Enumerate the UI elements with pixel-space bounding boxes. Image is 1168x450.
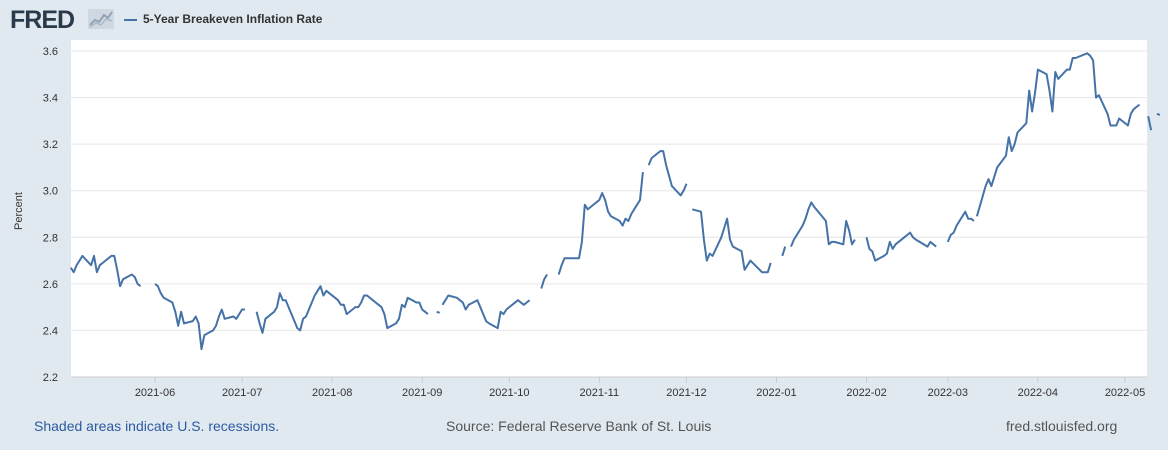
header: FRED 5-Year Breakeven Inflation Rate [0,0,1168,40]
source-text: Source: Federal Reserve Bank of St. Loui… [446,418,712,434]
legend-swatch [124,19,137,21]
legend-label[interactable]: 5-Year Breakeven Inflation Rate [143,12,323,26]
x-tick-label: 2022-03 [928,387,968,399]
series-line-segment[interactable] [557,171,644,275]
x-tick-label: 2021-07 [222,387,262,399]
x-tick-label: 2022-01 [756,387,796,399]
series-line-segment[interactable] [154,283,245,351]
y-tick-label: 2.8 [43,232,58,244]
y-tick-label: 2.6 [43,279,58,291]
x-tick-label: 2021-11 [580,387,620,399]
x-tick-label: 2021-10 [489,387,529,399]
y-tick-label: 2.4 [43,325,58,337]
series-line-segment[interactable] [441,294,531,330]
plot-area [71,40,1147,377]
series-line-segment[interactable] [790,201,856,247]
series-line-segment[interactable] [436,310,441,314]
series-line-segment[interactable] [647,150,688,197]
x-tick-label: 2021-06 [135,387,175,399]
site-link[interactable]: fred.stlouisfed.org [1006,418,1118,434]
series-line-segment[interactable] [975,52,1141,217]
recession-note-link[interactable]: Shaded areas indicate U.S. recessions. [34,418,280,434]
fred-logo[interactable]: FRED [10,6,75,34]
line-chart-icon [88,9,114,29]
series-line-segment[interactable] [1156,112,1161,116]
series-line-segment[interactable] [865,231,937,262]
x-tick-label: 2021-08 [312,387,352,399]
x-tick-label: 2021-09 [402,387,442,399]
y-tick-label: 3.4 [43,93,58,105]
grid-lines [71,50,1147,378]
series-line-segment[interactable] [692,208,772,274]
x-axis-ticks: 2021-06 2021-07 2021-08 2021-09 2021-10 2021-… [135,377,1145,399]
series-line-segment[interactable] [1147,115,1153,131]
x-tick-label: 2022-02 [846,387,886,399]
series-line-segment[interactable] [540,273,548,289]
y-tick-label: 2.2 [43,372,58,384]
y-tick-label: 3.2 [43,139,58,151]
x-tick-label: 2022-05 [1105,387,1145,399]
series-line-segment[interactable] [946,210,975,243]
series-line-segment[interactable] [781,246,787,257]
x-tick-label: 2021-12 [666,387,706,399]
series-lines [69,52,1161,351]
y-tick-label: 3.0 [43,186,58,198]
x-tick-label: 2022-04 [1018,387,1058,399]
line-chart: 2.22.42.62.83.03.23.43.6 2021-06 2021-07 2… [13,40,1161,399]
series-line-segment[interactable] [255,285,429,334]
series-line-segment[interactable] [69,254,142,288]
y-tick-label: 3.6 [43,46,58,58]
y-axis-label: Percent [13,192,25,230]
y-axis-ticks: 2.2 2.4 2.6 2.8 3.0 3.2 3.4 3.6 [43,46,58,384]
